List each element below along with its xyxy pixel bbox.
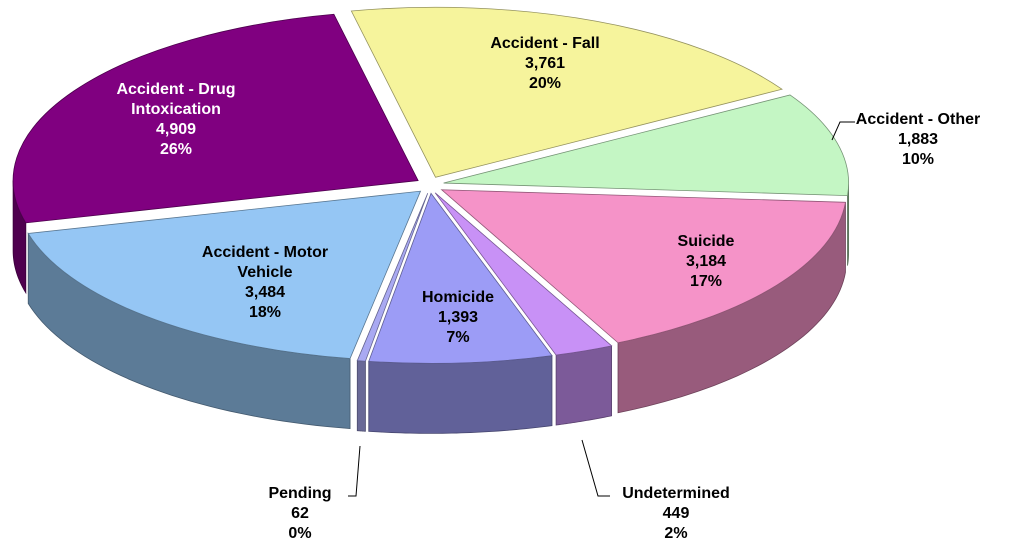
slice-label: Accident - Drug Intoxication 4,909 26% (91, 80, 261, 160)
label-value: 1,883 (897, 131, 939, 148)
label-percent: 7% (446, 329, 470, 346)
slice (434, 192, 613, 356)
label-value: 3,484 (244, 284, 286, 301)
slice-side (356, 360, 366, 432)
label-value: 3,184 (685, 253, 727, 270)
label-percent: 10% (901, 151, 935, 168)
leader-line (581, 439, 610, 497)
slice (350, 6, 783, 178)
slice-label: Accident - Motor Vehicle 3,484 18% (185, 243, 345, 323)
label-percent: 2% (664, 525, 688, 542)
leader-line (348, 445, 361, 497)
slice-label: Accident - Other 1,883 10% (856, 110, 980, 170)
label-name: Undetermined (622, 485, 730, 502)
label-percent: 17% (689, 273, 723, 290)
label-percent: 0% (288, 525, 312, 542)
label-name: Accident - Other (855, 111, 981, 128)
label-percent: 20% (528, 75, 562, 92)
label-percent: 26% (159, 141, 193, 158)
label-name: Homicide (421, 289, 495, 306)
label-name: Pending (268, 485, 332, 502)
slice-label: Undetermined 449 2% (622, 484, 730, 544)
slice-label: Suicide 3,184 17% (678, 232, 735, 292)
label-name: Accident - Drug Intoxication (116, 81, 236, 118)
slice-side (368, 355, 553, 434)
label-name: Accident - Motor Vehicle (201, 244, 329, 281)
slice (27, 190, 422, 359)
label-value: 449 (662, 505, 690, 522)
slice (356, 193, 429, 362)
label-percent: 18% (248, 304, 282, 321)
label-value: 4,909 (155, 121, 197, 138)
label-name: Suicide (677, 233, 735, 250)
slice-label: Pending 62 0% (268, 484, 331, 544)
slice-label: Accident - Fall 3,761 20% (490, 34, 599, 94)
label-value: 62 (291, 505, 309, 522)
slice-side (555, 345, 612, 426)
slice (440, 189, 846, 344)
label-value: 1,393 (437, 309, 479, 326)
leader-line (831, 121, 855, 141)
slice (368, 192, 553, 364)
label-name: Accident - Fall (490, 35, 600, 52)
slice (443, 94, 849, 197)
slice (12, 13, 419, 224)
slice-label: Homicide 1,393 7% (422, 288, 494, 348)
label-value: 3,761 (524, 55, 566, 72)
